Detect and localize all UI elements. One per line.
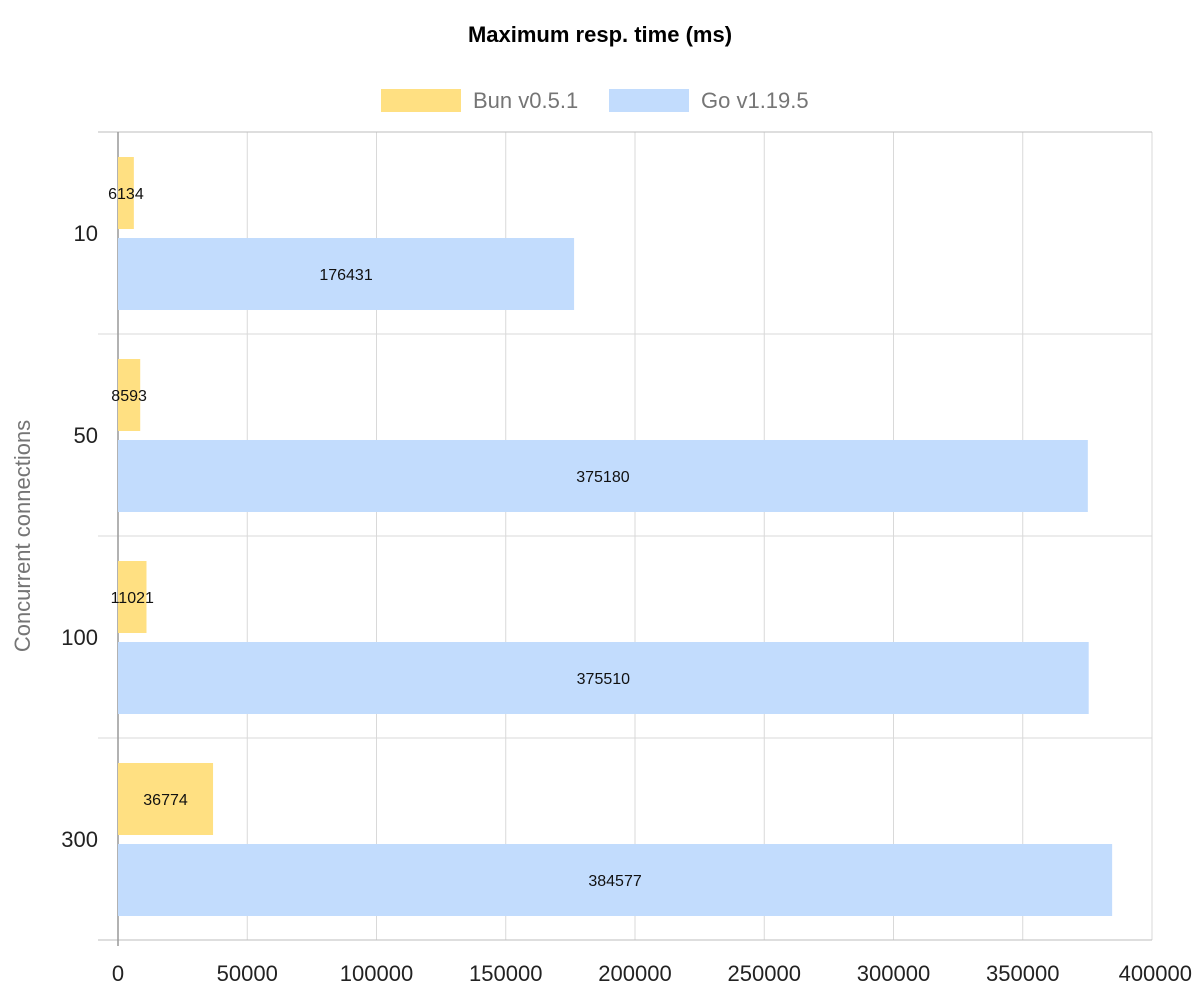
data-label: 8593 [111, 388, 147, 405]
legend-label-bun: Bun v0.5.1 [473, 88, 578, 113]
legend-swatch-bun [381, 89, 461, 112]
data-label: 36774 [143, 792, 188, 809]
legend-label-go: Go v1.19.5 [701, 88, 809, 113]
x-tick-label: 50000 [217, 961, 278, 986]
category-label: 50 [74, 423, 98, 448]
category-label: 300 [61, 827, 98, 852]
x-axis-ticks: 0 50000 100000 150000 200000 250000 300000 3500… [112, 961, 1192, 986]
x-tick-label: 200000 [598, 961, 671, 986]
x-tick-label: 100000 [340, 961, 413, 986]
category-label: 10 [74, 221, 98, 246]
data-label: 384577 [588, 873, 641, 890]
bar-go-100 [118, 642, 1089, 714]
bar-go-10 [118, 238, 575, 310]
bar-bun-100 [118, 561, 147, 633]
data-label: 176431 [319, 267, 372, 284]
x-tick-label: 300000 [857, 961, 930, 986]
gridlines [98, 131, 1153, 946]
bar-go-50 [118, 440, 1088, 512]
category-label: 100 [61, 625, 98, 650]
bar-bun-10 [118, 157, 134, 229]
data-label: 375180 [576, 469, 629, 486]
bar-bun-300 [118, 763, 214, 835]
y-axis-title: Concurrent connections [10, 420, 35, 652]
data-label: 375510 [577, 671, 630, 688]
bar-go-300 [118, 844, 1113, 916]
data-labels: 6134 176431 8593 375180 11021 375510 36774 3845… [108, 186, 642, 890]
bars [118, 157, 1113, 916]
bar-bun-50 [118, 359, 141, 431]
y-axis-categories: 10 50 100 300 [61, 221, 98, 852]
legend-swatch-go [609, 89, 689, 112]
x-tick-label: 150000 [469, 961, 542, 986]
data-label: 6134 [108, 186, 144, 203]
x-tick-label: 350000 [986, 961, 1059, 986]
legend: Bun v0.5.1 Go v1.19.5 [381, 88, 809, 113]
data-label: 11021 [111, 590, 154, 607]
x-tick-label: 0 [112, 961, 124, 986]
chart-title: Maximum resp. time (ms) [468, 22, 732, 47]
x-tick-label: 250000 [728, 961, 801, 986]
x-tick-label: 400000 [1119, 961, 1192, 986]
